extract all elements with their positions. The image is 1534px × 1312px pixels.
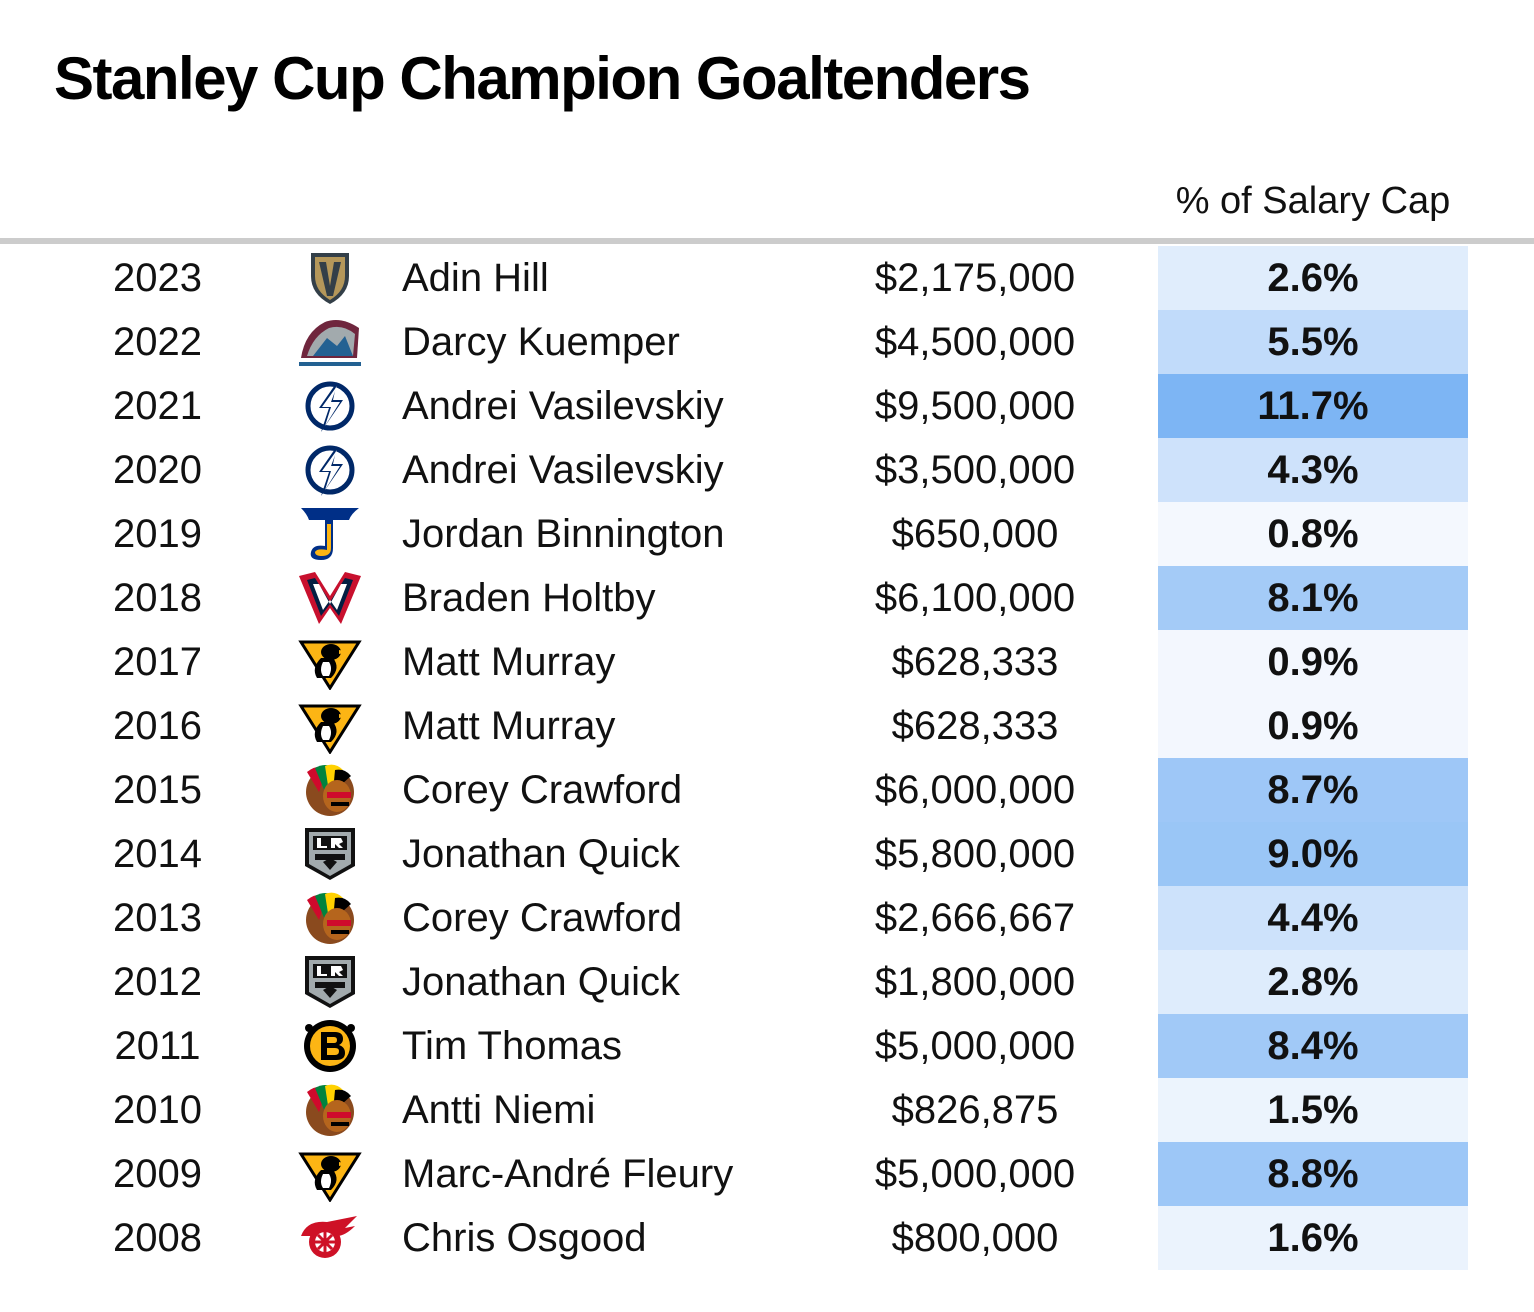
pct-column-header: % of Salary Cap [1175, 180, 1451, 222]
goalie-name-cell: Chris Osgood [402, 1216, 647, 1260]
goalie-name-cell: Corey Crawford [402, 896, 683, 940]
goalie-name-cell: Darcy Kuemper [402, 320, 680, 364]
year-cell: 2015 [113, 768, 202, 812]
salary-cell: $628,333 [891, 640, 1059, 684]
pct-of-cap-cell: 8.4% [1158, 1014, 1468, 1078]
table-row: 2009 Marc-André Fleury $5,000,000 8.8% [0, 1142, 1534, 1206]
pct-of-cap-cell: 1.5% [1158, 1078, 1468, 1142]
year-cell: 2018 [113, 576, 202, 620]
header-rule [0, 238, 1534, 244]
table-row: 2022 Darcy Kuemper $4,500,000 5.5% [0, 310, 1534, 374]
table-row: 2019 Jordan Binnington $650,000 0.8% [0, 502, 1534, 566]
pct-of-cap-cell: 2.8% [1158, 950, 1468, 1014]
bruins-logo-icon [297, 1018, 363, 1074]
salary-cell: $5,800,000 [874, 832, 1076, 876]
pct-of-cap-cell: 2.6% [1158, 246, 1468, 310]
goalie-name-cell: Andrei Vasilevskiy [402, 384, 724, 428]
table-row: 2018 Braden Holtby $6,100,000 8.1% [0, 566, 1534, 630]
capitals-logo-icon [297, 570, 363, 626]
red-wings-logo-icon [297, 1210, 363, 1266]
salary-cell: $9,500,000 [874, 384, 1076, 428]
year-cell: 2022 [113, 320, 202, 364]
table-row: 2013 Corey Crawford $2,666,667 4.4% [0, 886, 1534, 950]
salary-cell: $5,000,000 [874, 1024, 1076, 1068]
salary-cell: $650,000 [891, 512, 1059, 556]
year-cell: 2008 [113, 1216, 202, 1260]
pct-of-cap-cell: 4.4% [1158, 886, 1468, 950]
goalie-name-cell: Andrei Vasilevskiy [402, 448, 724, 492]
year-cell: 2021 [113, 384, 202, 428]
table-row: 2010 Antti Niemi $826,875 1.5% [0, 1078, 1534, 1142]
table-row: 2023 Adin Hill $2,175,000 2.6% [0, 246, 1534, 310]
pct-of-cap-cell: 4.3% [1158, 438, 1468, 502]
avalanche-logo-icon [297, 314, 363, 370]
table-row: 2020 Andrei Vasilevskiy $3,500,000 4.3% [0, 438, 1534, 502]
year-cell: 2017 [113, 640, 202, 684]
salary-cell: $800,000 [891, 1216, 1059, 1260]
blackhawks-logo-icon [297, 1082, 363, 1138]
year-cell: 2020 [113, 448, 202, 492]
year-cell: 2013 [113, 896, 202, 940]
salary-cell: $2,666,667 [874, 896, 1076, 940]
lightning-logo-icon [297, 442, 363, 498]
pct-of-cap-cell: 8.7% [1158, 758, 1468, 822]
year-cell: 2019 [113, 512, 202, 556]
year-cell: 2012 [113, 960, 202, 1004]
table-row: 2014 Jonathan Quick $5,800,000 9.0% [0, 822, 1534, 886]
pct-of-cap-cell: 0.8% [1158, 502, 1468, 566]
lightning-logo-icon [297, 378, 363, 434]
salary-cell: $628,333 [891, 704, 1059, 748]
pct-of-cap-cell: 8.8% [1158, 1142, 1468, 1206]
goalie-name-cell: Jonathan Quick [402, 832, 680, 876]
year-cell: 2016 [113, 704, 202, 748]
salary-cell: $6,100,000 [874, 576, 1076, 620]
salary-cell: $6,000,000 [874, 768, 1076, 812]
salary-cell: $1,800,000 [874, 960, 1076, 1004]
year-cell: 2023 [113, 256, 202, 300]
penguins-logo-icon [297, 634, 363, 690]
salary-cell: $4,500,000 [874, 320, 1076, 364]
pct-of-cap-cell: 0.9% [1158, 694, 1468, 758]
salary-cell: $2,175,000 [874, 256, 1076, 300]
goalie-name-cell: Matt Murray [402, 704, 616, 748]
kings-logo-icon [297, 954, 363, 1010]
penguins-logo-icon [297, 1146, 363, 1202]
pct-of-cap-cell: 8.1% [1158, 566, 1468, 630]
blackhawks-logo-icon [297, 762, 363, 818]
table-row: 2016 Matt Murray $628,333 0.9% [0, 694, 1534, 758]
chart-title: Stanley Cup Champion Goaltenders [54, 45, 1031, 112]
goalie-name-cell: Corey Crawford [402, 768, 683, 812]
table-row: 2011 Tim Thomas $5,000,000 8.4% [0, 1014, 1534, 1078]
year-cell: 2014 [113, 832, 202, 876]
pct-of-cap-cell: 11.7% [1158, 374, 1468, 438]
pct-of-cap-cell: 1.6% [1158, 1206, 1468, 1270]
goalie-name-cell: Marc-André Fleury [402, 1152, 734, 1196]
year-cell: 2010 [113, 1088, 202, 1132]
pct-of-cap-cell: 5.5% [1158, 310, 1468, 374]
kings-logo-icon [297, 826, 363, 882]
table-row: 2015 Corey Crawford $6,000,000 8.7% [0, 758, 1534, 822]
goalie-name-cell: Jonathan Quick [402, 960, 680, 1004]
table-row: 2012 Jonathan Quick $1,800,000 2.8% [0, 950, 1534, 1014]
year-cell: 2009 [113, 1152, 202, 1196]
goalie-name-cell: Tim Thomas [402, 1024, 623, 1068]
salary-cell: $3,500,000 [874, 448, 1076, 492]
goalie-name-cell: Jordan Binnington [402, 512, 725, 556]
goalie-name-cell: Antti Niemi [402, 1088, 596, 1132]
golden-knights-logo-icon [297, 250, 363, 306]
blues-logo-icon [297, 506, 363, 562]
pct-of-cap-cell: 9.0% [1158, 822, 1468, 886]
pct-of-cap-cell: 0.9% [1158, 630, 1468, 694]
goalie-name-cell: Braden Holtby [402, 576, 656, 620]
table-row: 2017 Matt Murray $628,333 0.9% [0, 630, 1534, 694]
salary-cell: $5,000,000 [874, 1152, 1076, 1196]
penguins-logo-icon [297, 698, 363, 754]
year-cell: 2011 [114, 1024, 201, 1068]
salary-cell: $826,875 [891, 1088, 1059, 1132]
blackhawks-logo-icon [297, 890, 363, 946]
goalie-name-cell: Matt Murray [402, 640, 616, 684]
table-row: 2008 Chris Osgood $800,000 1.6% [0, 1206, 1534, 1270]
goalie-name-cell: Adin Hill [402, 256, 549, 300]
table-row: 2021 Andrei Vasilevskiy $9,500,000 11.7% [0, 374, 1534, 438]
